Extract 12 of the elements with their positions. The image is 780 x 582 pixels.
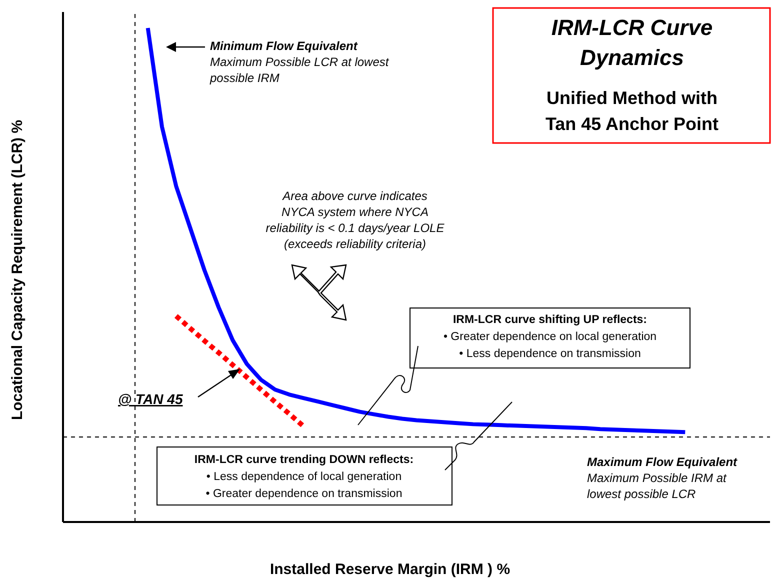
- text: Unified Method with Tan 45 Anchor Point: [545, 88, 719, 134]
- annotation: Maximum Possible IRM at lowest possible LCR: [587, 471, 728, 501]
- x-axis-title: Installed Reserve Margin (IRM ) %: [270, 561, 510, 578]
- annotation: IRM-LCR curve shifting UP reflects: • Greater dependence on local generation • Less dependence on transmission: [443, 314, 657, 360]
- chart-title: IRM-LCR Curve Dynamics: [551, 15, 713, 70]
- y-axis-title: Locational Capacity Requirement (LCR) %: [9, 120, 26, 420]
- annotation: Maximum Possible LCR at lowest possible IRM: [209, 55, 390, 85]
- annotation: Maximum Flow Equivalent: [587, 455, 738, 469]
- annotation: IRM-LCR curve trending DOWN reflects: • Less dependence of local generation • Greater dependence on transmission: [194, 454, 414, 500]
- annotation: @ TAN 45: [118, 391, 183, 407]
- annotation: Minimum Flow Equivalent: [210, 39, 358, 53]
- annotation: Area above curve indicates NYCA system where NYCA reliability is < 0.1 days/year LOLE (exceeds reliability criteria): [266, 189, 446, 251]
